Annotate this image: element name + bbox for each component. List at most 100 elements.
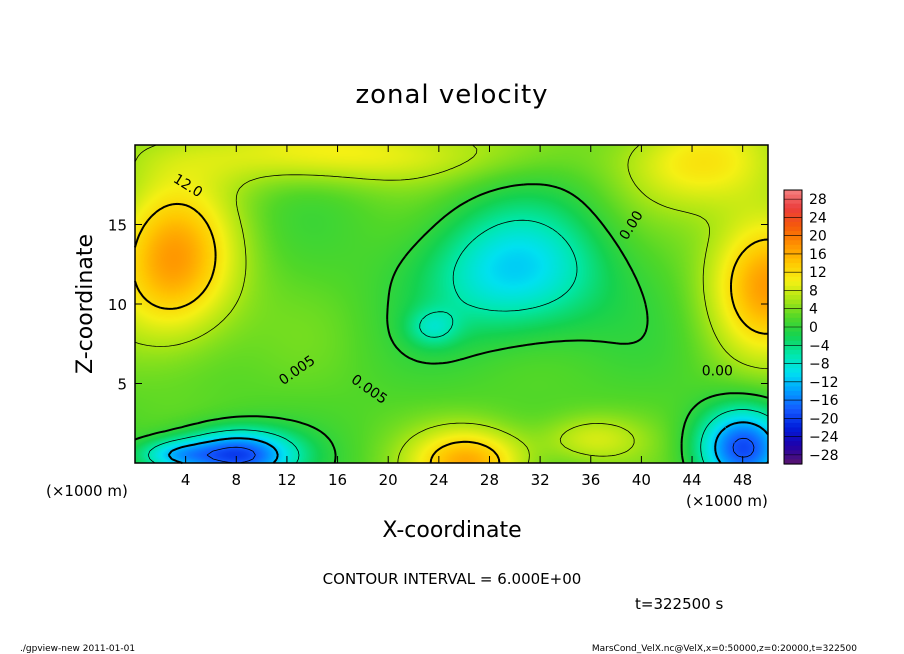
colorbar-swatch <box>784 226 802 232</box>
colorbar-swatch <box>784 372 802 378</box>
colorbar-swatch <box>784 436 802 442</box>
colorbar-swatch <box>784 221 802 228</box>
colorbar-swatch <box>784 249 802 255</box>
colorbar-swatch <box>784 400 802 406</box>
colorbar-swatch <box>784 208 802 214</box>
colorbar-swatch <box>784 199 802 205</box>
colorbar-swatch <box>784 422 802 429</box>
colorbar-swatch <box>784 454 802 461</box>
contour-label: 0.00 <box>702 364 733 380</box>
colorbar-swatch <box>784 386 802 392</box>
colorbar-swatch <box>784 194 802 200</box>
y-axis-ticks: 5 10 15 <box>108 217 768 394</box>
colorbar-tick-label: −24 <box>809 430 839 446</box>
colorbar-tick-label: 20 <box>809 229 827 245</box>
colorbar-tick-label: 28 <box>809 192 827 208</box>
colorbar-tick-label: 24 <box>809 210 827 226</box>
contour-level <box>134 202 769 464</box>
colorbar-swatch <box>784 244 802 250</box>
y-tick-label: 5 <box>117 376 127 394</box>
colorbar-tick-label: −12 <box>809 375 839 391</box>
colorbar-swatch <box>784 276 802 282</box>
colorbar-swatch <box>784 427 802 433</box>
x-tick-label: 36 <box>581 471 600 489</box>
x-unit-left: (×1000 m) <box>46 482 128 500</box>
x-unit-right: (×1000 m) <box>686 492 768 510</box>
colorbar-swatch <box>784 345 802 351</box>
colorbar-swatch <box>784 217 802 223</box>
colorbar-swatch <box>784 317 802 324</box>
colorbar-swatch <box>784 368 802 374</box>
colorbar-swatch <box>784 267 802 273</box>
colorbar-swatch <box>784 235 802 241</box>
colorbar-swatch <box>784 285 802 292</box>
x-tick-label: 44 <box>682 471 701 489</box>
x-tick-label: 24 <box>429 471 448 489</box>
colorbar-tick-label: 16 <box>809 247 827 263</box>
colorbar-swatch <box>784 381 802 387</box>
colorbar-swatch <box>784 322 802 328</box>
colorbar-swatch <box>784 441 802 447</box>
x-tick-label: 16 <box>328 471 347 489</box>
time-label: t=322500 s <box>635 595 723 613</box>
colorbar-swatch <box>784 253 802 260</box>
colorbar-swatch <box>784 240 802 246</box>
colorbar-swatch <box>784 212 802 218</box>
y-tick-label: 15 <box>108 217 127 235</box>
x-tick-label: 40 <box>632 471 651 489</box>
colorbar-swatch <box>784 363 802 369</box>
colorbar-swatch <box>784 354 802 360</box>
contour-interval: CONTOUR INTERVAL = 6.000E+00 <box>323 570 582 588</box>
colorbar-swatch <box>784 304 802 310</box>
colorbar-swatch <box>784 445 802 451</box>
colorbar-swatch <box>784 349 802 355</box>
colorbar-swatch <box>784 395 802 401</box>
x-tick-label: 12 <box>277 471 296 489</box>
colorbar-swatch <box>784 358 802 365</box>
colorbar-swatch <box>784 336 802 342</box>
contour-lines <box>134 144 769 464</box>
colorbar-tick-label: −16 <box>809 393 839 409</box>
y-axis-label: Z-coordinate <box>73 234 98 374</box>
colorbar-tick-label: −28 <box>809 448 839 464</box>
colorbar-swatch <box>784 418 802 424</box>
colorbar-swatch <box>784 390 802 397</box>
x-axis-label: X-coordinate <box>382 518 521 543</box>
colorbar-swatch <box>784 281 802 287</box>
x-axis-ticks: 4 8 12 16 20 24 28 32 36 40 44 48 <box>181 145 752 489</box>
colorbar-swatch <box>784 432 802 438</box>
colorbar-tick-label: −4 <box>809 338 830 354</box>
colorbar-swatch <box>784 231 802 237</box>
colorbar-swatch <box>784 272 802 278</box>
contour-level <box>147 219 769 464</box>
x-tick-label: 28 <box>480 471 499 489</box>
contour-level <box>167 421 769 464</box>
colorbar-swatch <box>784 313 802 319</box>
colorbar-tick-label: −20 <box>809 411 839 427</box>
contour-level <box>134 183 769 464</box>
heatmap-field <box>135 145 768 463</box>
x-tick-label: 4 <box>181 471 191 489</box>
chart-title: zonal velocity <box>355 80 548 110</box>
colorbar-swatch <box>784 450 802 456</box>
footer-right: MarsCond_VelX.nc@VelX,x=0:50000,z=0:2000… <box>592 644 857 654</box>
colorbar-tick-label: 8 <box>809 283 818 299</box>
colorbar-tick-label: 0 <box>809 320 818 336</box>
colorbar-swatch <box>784 340 802 346</box>
colorbar-swatch <box>784 459 802 465</box>
colorbar-swatch <box>784 258 802 264</box>
colorbar-swatch <box>784 413 802 419</box>
colorbar-swatch <box>784 299 802 305</box>
colorbar-swatch <box>784 203 802 209</box>
colorbar-swatch <box>784 290 802 296</box>
colorbar-swatch <box>784 409 802 415</box>
x-tick-label: 8 <box>232 471 242 489</box>
x-tick-label: 32 <box>531 471 550 489</box>
colorbar-tick-label: 12 <box>809 265 827 281</box>
colorbar-swatch <box>784 327 802 333</box>
colorbar: 28 24 20 16 12 8 4 0 −4 −8 −12 −16 −20 −24 −28 <box>783 189 839 465</box>
colorbar-tick-label: −8 <box>809 357 830 373</box>
colorbar-swatch <box>784 295 802 301</box>
